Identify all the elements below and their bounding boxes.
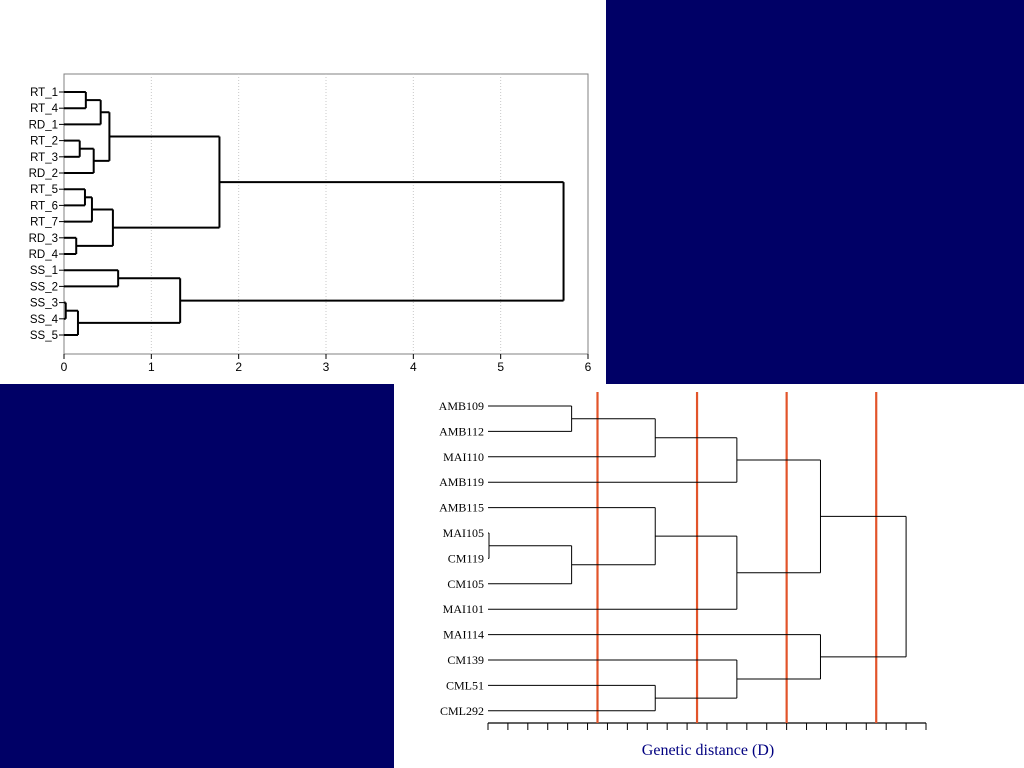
bottom-leaf-label: MAI105	[443, 526, 484, 540]
top-leaf-label: RT_6	[30, 200, 58, 212]
bottom-leaf-label: CM119	[448, 551, 484, 565]
x-tick-label: 3	[323, 360, 330, 374]
bottom-leaf-label: CM105	[447, 577, 484, 591]
top-leaf-label: RT_3	[30, 152, 58, 164]
x-tick-label: 6	[585, 360, 592, 374]
top-leaf-label: SS_4	[30, 314, 59, 326]
top-leaf-label: RT_5	[30, 184, 58, 196]
bottom-leaf-label: MAI114	[443, 628, 484, 642]
x-axis-label: Genetic distance (D)	[642, 742, 774, 759]
bottom-leaf-label: AMB115	[439, 501, 484, 515]
top-leaf-label: RT_1	[30, 87, 58, 99]
x-tick-label: 0	[61, 360, 68, 374]
top-leaf-label: RT_4	[30, 103, 59, 115]
top-leaf-label: SS_2	[30, 281, 58, 293]
top-leaf-label: RD_3	[29, 233, 58, 245]
bottom-leaf-label: AMB119	[439, 475, 484, 489]
x-tick-label: 2	[235, 360, 242, 374]
bottom-leaf-label: CML292	[440, 704, 484, 718]
dendrogram-bottom: AMB109 AMB112 MAI110 AMB119 AMB115 MAI105 CM11…	[439, 392, 927, 759]
bottom-leaf-label: AMB109	[439, 399, 484, 413]
dendrogram-panel-bottom: AMB109 AMB112 MAI110 AMB119 AMB115 MAI105 CM11…	[394, 384, 1024, 768]
top-leaf-label: RT_7	[30, 217, 58, 229]
x-tick-label: 5	[497, 360, 504, 374]
dendrogram-panel-top: 0 1 2 3 4 5 6 RT_1 RT_4 RD_1 RT_2 RT_3 RD_2 RT_5 RT_6 R…	[0, 0, 606, 384]
top-leaf-label: SS_3	[30, 298, 58, 310]
bottom-leaf-label: MAI110	[443, 450, 484, 464]
bottom-leaf-label: CML51	[446, 678, 484, 692]
top-leaf-label: SS_1	[30, 265, 58, 277]
top-leaf-label: SS_5	[30, 330, 58, 342]
top-leaf-label: RD_2	[29, 168, 58, 180]
x-tick-label: 1	[148, 360, 155, 374]
bottom-leaf-label: CM139	[447, 653, 484, 667]
top-leaf-label: RD_1	[29, 119, 58, 131]
bottom-leaf-label: MAI101	[443, 602, 484, 616]
bottom-leaf-label: AMB112	[439, 424, 484, 438]
x-tick-label: 4	[410, 360, 417, 374]
dendrogram-top: 0 1 2 3 4 5 6 RT_1 RT_4 RD_1 RT_2 RT_3 RD_2 RT_5 RT_6 R…	[29, 73, 592, 374]
top-leaf-label: RD_4	[29, 249, 59, 261]
top-leaf-label: RT_2	[30, 136, 58, 148]
